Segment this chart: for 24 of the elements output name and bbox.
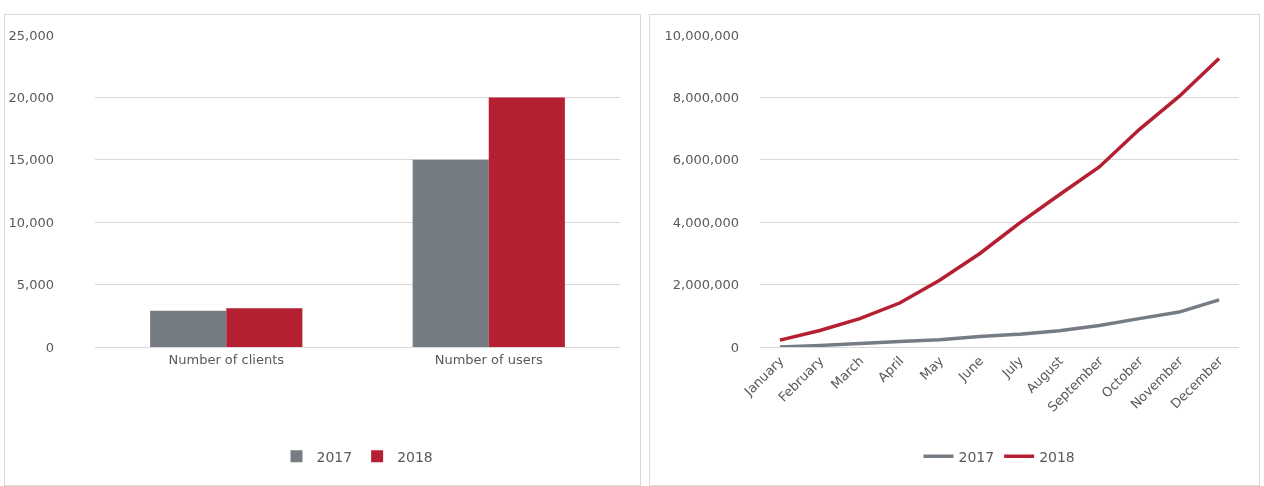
y-tick-label: 15,000 [8, 152, 54, 168]
legend-label: 2018 [1039, 448, 1075, 465]
line-series [778, 298, 1221, 347]
y-tick-label: 2,000,000 [672, 277, 739, 293]
bar [488, 97, 565, 347]
legend-label: 2017 [316, 448, 353, 465]
y-tick-label: 0 [45, 339, 54, 355]
y-tick-label: 4,000,000 [672, 214, 739, 230]
x-tick-label: Number of users [434, 351, 544, 367]
bar [226, 308, 303, 347]
y-tick-label: 25,000 [8, 27, 54, 43]
y-tick-label: 0 [730, 339, 739, 355]
y-tick-label: 6,000,000 [672, 152, 739, 168]
line-series [778, 56, 1221, 342]
x-tick-label: Number of clients [168, 351, 285, 367]
y-tick-label: 10,000,000 [664, 27, 739, 43]
y-tick-label: 8,000,000 [672, 89, 739, 105]
bar [412, 159, 489, 347]
legend-label: 2017 [958, 448, 995, 465]
y-tick-label: 5,000 [16, 277, 54, 293]
y-tick-label: 10,000 [8, 214, 54, 230]
legend-label: 2018 [397, 448, 433, 465]
bar [150, 310, 227, 347]
y-tick-label: 20,000 [8, 89, 54, 105]
